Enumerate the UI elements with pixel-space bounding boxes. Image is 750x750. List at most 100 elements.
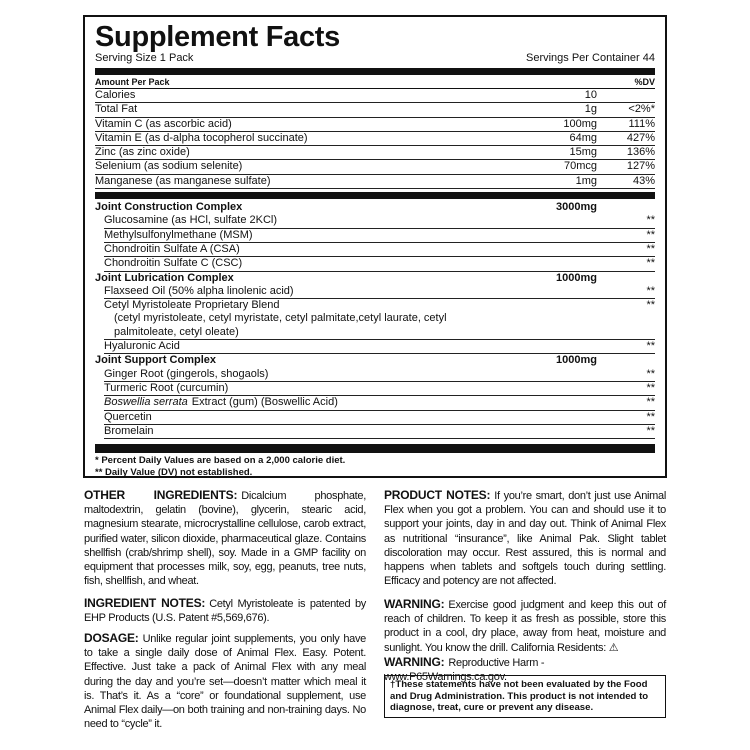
blend-row: Joint Support Complex 1000mg — [95, 354, 655, 367]
ingredient-name-main: Bromelain — [104, 424, 154, 437]
nutrient-amount: 1g — [584, 103, 597, 116]
section-heading: DOSAGE: — [84, 631, 139, 645]
nutrient-name: Zinc (as zinc oxide) — [95, 146, 190, 159]
nutrient-amount: 70mcg — [563, 160, 597, 173]
section-heading: INGREDIENT NOTES: — [84, 596, 206, 610]
ingredient-name-main: Methylsulfonylmethane (MSM) — [104, 228, 253, 241]
section-text: Exercise good judgment and keep this out… — [384, 599, 666, 654]
nutrient-dv: 43% — [632, 174, 655, 187]
nutrient-amount: 64mg — [569, 131, 597, 144]
section-text: If you’re smart, don’t just use Animal F… — [384, 490, 666, 588]
ingredient-row: Bromelain ** — [104, 424, 655, 440]
nutrient-dv: 427% — [626, 131, 655, 144]
ingredient-name-main: Cetyl Myristoleate Proprietary Blend — [104, 299, 280, 312]
ingredient-dv: ** — [646, 214, 655, 227]
nutrient-row: Vitamin C (as ascorbic acid) 100mg 111% — [95, 118, 655, 132]
text-section: DOSAGE: Unlike regular joint supplements,… — [84, 631, 366, 731]
ingredient-dv: ** — [646, 228, 655, 241]
ingredient-row: Glucosamine (as HCl, sulfate 2KCl) ** — [104, 214, 655, 229]
nutrient-row: Vitamin E (as d-alpha tocopherol succina… — [95, 131, 655, 147]
ingredient-row: Ginger Root (gingerols, shogaols) ** — [104, 368, 655, 382]
ingredient-name-main: Chondroitin Sulfate C (CSC) — [104, 257, 243, 270]
ingredient-row: Chondroitin Sulfate C (CSC) ** — [104, 257, 655, 272]
section-text: Dicalcium phosphate, maltodextrin, gelat… — [84, 490, 366, 588]
ingredient-name: Quercetin — [104, 411, 497, 424]
ingredient-dv: ** — [646, 381, 655, 394]
ingredient-name: Boswellia serrata Extract (gum) (Boswelli… — [104, 396, 497, 409]
ingredient-row: Cetyl Myristoleate Proprietary Blend (cet… — [104, 299, 655, 341]
ingredient-row: Quercetin ** — [104, 411, 655, 425]
blend-name: Joint Construction Complex — [95, 201, 243, 214]
nutrient-amount: 1mg — [575, 174, 597, 187]
nutrient-name: Vitamin E (as d-alpha tocopherol succina… — [95, 131, 308, 144]
disclaimer: †These statements have not been evaluate… — [384, 675, 666, 718]
blend-row: Joint Lubrication Complex 1000mg — [95, 272, 655, 285]
ingredient-name: Methylsulfonylmethane (MSM) — [104, 229, 497, 242]
footnote: ** Daily Value (DV) not established. — [95, 467, 253, 479]
serving-size: Serving Size 1 Pack — [95, 52, 194, 64]
ingredient-dv: ** — [646, 410, 655, 423]
ingredient-name: Ginger Root (gingerols, shogaols) — [104, 368, 497, 381]
nutrient-dv: 127% — [626, 160, 655, 173]
blend-name: Joint Support Complex — [95, 354, 216, 367]
prop65-text: Reproductive Harm - www.P65Warnings.ca.g… — [384, 656, 545, 684]
blend-amount: 1000mg — [556, 354, 597, 367]
ingredient-name: Glucosamine (as HCl, sulfate 2KCl) — [104, 214, 497, 227]
text-section: INGREDIENT NOTES: Cetyl Myristoleate is p… — [84, 596, 366, 625]
ingredient-row: Hyaluronic Acid ** — [104, 340, 655, 355]
column-header: Amount Per Pack %DV — [95, 77, 655, 89]
ingredient-dv: ** — [646, 367, 655, 380]
ingredient-name: Hyaluronic Acid — [104, 340, 497, 353]
thick-rule — [95, 68, 655, 75]
footnote: * Percent Daily Values are based on a 2,… — [95, 455, 346, 467]
text-section: WARNING: Exercise good judgment and keep … — [384, 597, 666, 684]
ingredient-name-main: Quercetin — [104, 410, 152, 423]
ingredient-name: Turmeric Root (curcumin) — [104, 382, 497, 395]
blend-amount: 1000mg — [556, 271, 597, 284]
ingredient-row: Boswellia serrata Extract (gum) (Boswelli… — [104, 396, 655, 411]
servings-per-container: Servings Per Container 44 — [525, 52, 655, 64]
ingredient-detail: (cetyl myristoleate, cetyl myristate, ce… — [114, 312, 447, 338]
nutrient-dv: 111% — [628, 117, 655, 130]
prop65-heading: WARNING: — [384, 654, 445, 669]
nutrient-row: Total Fat 1g <2%* — [95, 103, 655, 118]
ingredient-row: Flaxseed Oil (50% alpha linolenic acid) *… — [104, 284, 655, 300]
nutrient-amount: 15mg — [569, 146, 597, 159]
facts-title: Supplement Facts — [95, 21, 340, 53]
nutrient-amount: 100mg — [563, 117, 597, 130]
ingredient-dv: ** — [646, 242, 655, 255]
nutrient-amount: 10 — [584, 89, 597, 101]
text-section: PRODUCT NOTES: If you’re smart, don’t jus… — [384, 488, 666, 588]
section-heading: PRODUCT NOTES: — [384, 488, 491, 502]
serving-info: Serving Size 1 Pack Servings Per Containe… — [95, 52, 655, 65]
ingredient-name: Cetyl Myristoleate Proprietary Blend (cet… — [104, 299, 497, 339]
ingredient-dv: ** — [646, 424, 655, 437]
nutrient-name: Total Fat — [95, 103, 138, 116]
ingredient-name-main: Glucosamine (as HCl, sulfate 2KCl) — [104, 214, 278, 227]
section-text: Unlike regular joint supplements, you on… — [84, 633, 366, 731]
amount-header: Amount Per Pack — [95, 77, 170, 87]
nutrient-row: Selenium (as sodium selenite) 70mcg 127% — [95, 160, 655, 175]
ingredient-row: Turmeric Root (curcumin) ** — [104, 381, 655, 397]
nutrient-dv: <2%* — [628, 103, 655, 116]
ingredient-name: Bromelain — [104, 425, 497, 438]
thick-rule — [95, 192, 655, 200]
ingredient-name: Chondroitin Sulfate C (CSC) — [104, 257, 497, 270]
nutrient-name: Vitamin C (as ascorbic acid) — [95, 117, 232, 130]
text-section: OTHER INGREDIENTS: Dicalcium phosphate, m… — [84, 488, 366, 588]
prop65-warning: WARNING: Reproductive Harm - www.P65Warni… — [384, 655, 666, 684]
nutrient-row: Zinc (as zinc oxide) 15mg 136% — [95, 146, 655, 161]
ingredient-dv: ** — [646, 299, 655, 312]
thick-rule — [95, 444, 655, 454]
nutrient-name: Calories — [95, 89, 136, 101]
ingredient-dv: ** — [646, 257, 655, 270]
dv-header: %DV — [634, 77, 655, 87]
ingredient-dv: ** — [646, 284, 655, 297]
section-heading: OTHER INGREDIENTS: — [84, 488, 238, 502]
ingredient-name-italic: Boswellia serrata — [104, 396, 188, 409]
nutrient-dv: 136% — [626, 146, 655, 159]
ingredient-dv: ** — [646, 340, 655, 353]
blend-row: Joint Construction Complex 3000mg — [95, 201, 655, 214]
nutrient-row: Manganese (as manganese sulfate) 1mg 43% — [95, 174, 655, 190]
